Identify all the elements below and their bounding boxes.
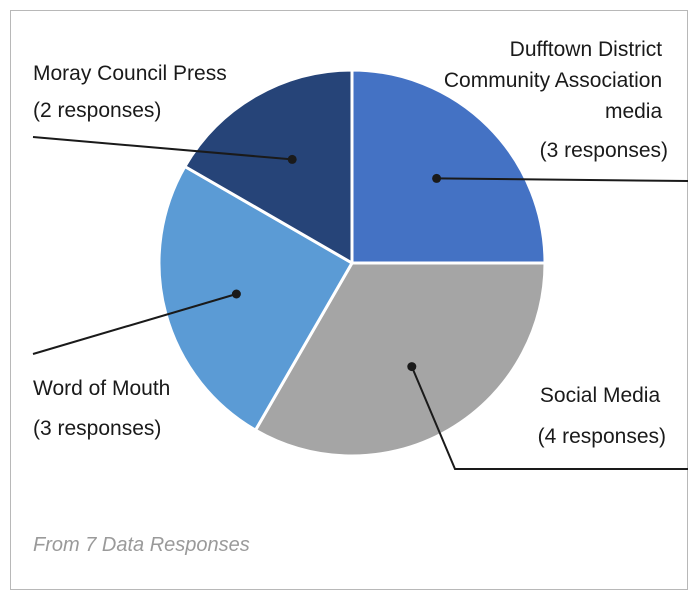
label-dufftown: Dufftown District Community Association … bbox=[444, 38, 668, 162]
leader-line-moray bbox=[32, 136, 293, 161]
leader-line-word-of-mouth bbox=[32, 293, 237, 355]
leader-dot-moray bbox=[287, 154, 297, 164]
label-word-of-mouth: Word of Mouth (3 responses) bbox=[33, 377, 176, 440]
footer-note: From 7 Data Responses bbox=[33, 534, 250, 556]
label-social-media: Social Media (4 responses) bbox=[538, 384, 666, 448]
leader-lines bbox=[32, 136, 689, 470]
pie-slice-dufftown-district-community-association-media bbox=[350, 68, 547, 265]
leader-line-social-media bbox=[410, 366, 688, 470]
leader-line-dufftown bbox=[436, 177, 689, 182]
pie-slices bbox=[157, 68, 547, 458]
pie-slice-word-of-mouth bbox=[157, 165, 354, 432]
leader-dot-social-media bbox=[407, 362, 417, 372]
leader-dot-word-of-mouth bbox=[231, 289, 241, 299]
label-moray: Moray Council Press (2 responses) bbox=[33, 62, 233, 122]
leader-dot-dufftown bbox=[432, 173, 442, 183]
pie-slice-social-media bbox=[254, 261, 547, 458]
